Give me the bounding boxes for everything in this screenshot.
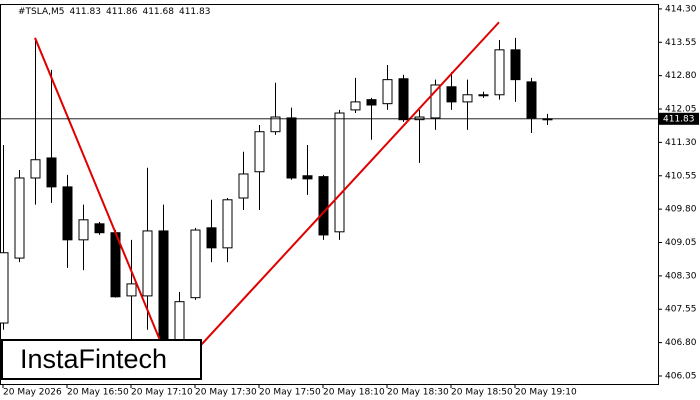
x-tick-label: 20 May 17:50 [259,388,321,398]
y-tick-label: 406.80 [665,338,697,348]
y-tick-label: 407.55 [665,305,697,315]
candle-body [270,116,281,133]
y-tick-label: 410.55 [665,171,697,181]
candle-body [0,252,9,324]
candle-body [318,176,329,236]
x-tick-label: 20 May 17:10 [131,388,193,398]
candle-body [414,116,425,121]
candle-body [398,78,409,121]
symbol: #TSLA,M5 [18,7,64,17]
candle-body [302,175,313,180]
logo-box [1,339,202,380]
candle-body [382,79,393,105]
candle-body [30,159,41,179]
price-label: 411.83 [663,114,695,124]
candle-body [206,227,217,249]
x-tick-label: 20 May 16:50 [67,388,129,398]
y-tick-label: 412.05 [665,105,697,115]
pattern-line [194,21,500,353]
candle-body [238,173,249,199]
price-box [659,112,699,125]
plot-frame [0,4,659,385]
candle-body [158,230,169,346]
candle-body [62,186,73,241]
candle-body [126,283,137,297]
candle-body [462,94,473,103]
y-tick-label: 409.80 [665,205,697,215]
logo: InstaFintech [20,344,167,374]
candle-body [334,112,345,233]
y-tick-label: 411.30 [665,138,697,148]
quote-value: 411.86 [106,7,138,17]
candle-body [190,229,201,299]
candle-body [510,49,521,81]
x-tick-label: 20 May 2026 [3,388,62,398]
y-tick-label: 406.05 [665,371,697,381]
header: #TSLA,M5 411.83 411.86 411.68 411.83 [18,7,210,17]
x-tick-label: 20 May 18:30 [387,388,449,398]
candle-body [446,86,457,103]
y-tick-label: 413.55 [665,38,697,48]
quote-value: 411.83 [179,7,211,17]
candle-body [46,157,57,188]
y-tick-label: 412.80 [665,71,697,81]
candle-body [350,101,361,111]
x-tick-label: 20 May 18:10 [323,388,385,398]
quote-value: 411.83 [69,7,101,17]
candle-body [14,177,25,259]
quote-value: 411.68 [142,7,174,17]
x-tick-label: 20 May 17:30 [195,388,257,398]
candle-body [430,84,441,119]
candle-body [494,49,505,96]
x-tick-label: 20 May 18:50 [451,388,513,398]
y-tick-label: 409.05 [665,238,697,248]
candle-body [222,199,233,249]
candle-body [526,81,537,119]
y-tick-label: 408.30 [665,271,697,281]
candle-body [142,230,153,297]
candle-body [478,94,489,97]
candle-body [94,223,105,234]
x-tick-label: 20 May 19:10 [515,388,577,398]
candle-body [78,219,89,241]
candle-body [366,99,377,106]
pattern-line [34,37,166,352]
candle-body [286,117,297,179]
y-tick-label: 414.30 [665,4,697,14]
candle-body [174,301,185,346]
candle-body [254,131,265,173]
